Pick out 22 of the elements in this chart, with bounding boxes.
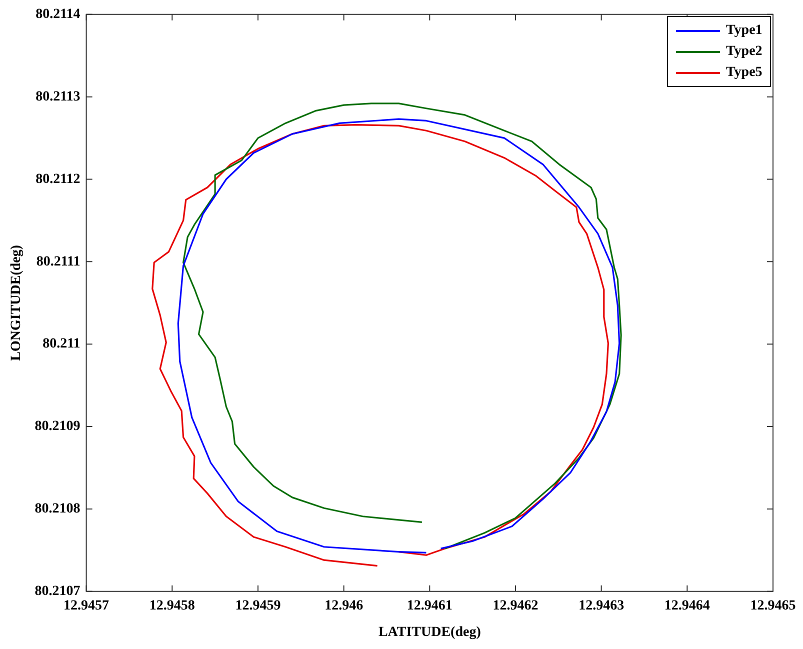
x-tick-label: 12.9461 (406, 598, 452, 614)
y-tick-label: 80.2108 (34, 502, 80, 517)
legend-label: Type2 (726, 44, 762, 60)
x-tick-label: 12.9465 (750, 598, 796, 614)
y-tick-label: 80.2107 (34, 584, 80, 600)
x-tick-label: 12.9458 (149, 598, 195, 614)
y-tick-label: 80.211 (42, 336, 80, 352)
y-tick-label: 80.2109 (34, 419, 80, 434)
x-tick-label: 12.9462 (492, 598, 538, 614)
x-tick-label: 12.9457 (64, 598, 110, 614)
legend-label: Type1 (726, 22, 762, 39)
x-tick-label: 12.9459 (235, 598, 281, 614)
y-tick-label: 80.2113 (36, 89, 80, 104)
x-axis-title: LATITUDE(deg) (378, 625, 482, 640)
y-axis-title: LONGITUDE(deg) (9, 244, 24, 361)
y-tick-label: 80.2111 (36, 254, 80, 270)
x-tick-label: 12.946 (324, 598, 364, 614)
x-tick-label: 12.9463 (578, 598, 624, 614)
y-tick-label: 80.2112 (36, 172, 80, 187)
y-tick-label: 80.2114 (36, 7, 80, 22)
legend-label: Type5 (726, 64, 762, 81)
x-tick-label: 12.9464 (664, 598, 710, 614)
